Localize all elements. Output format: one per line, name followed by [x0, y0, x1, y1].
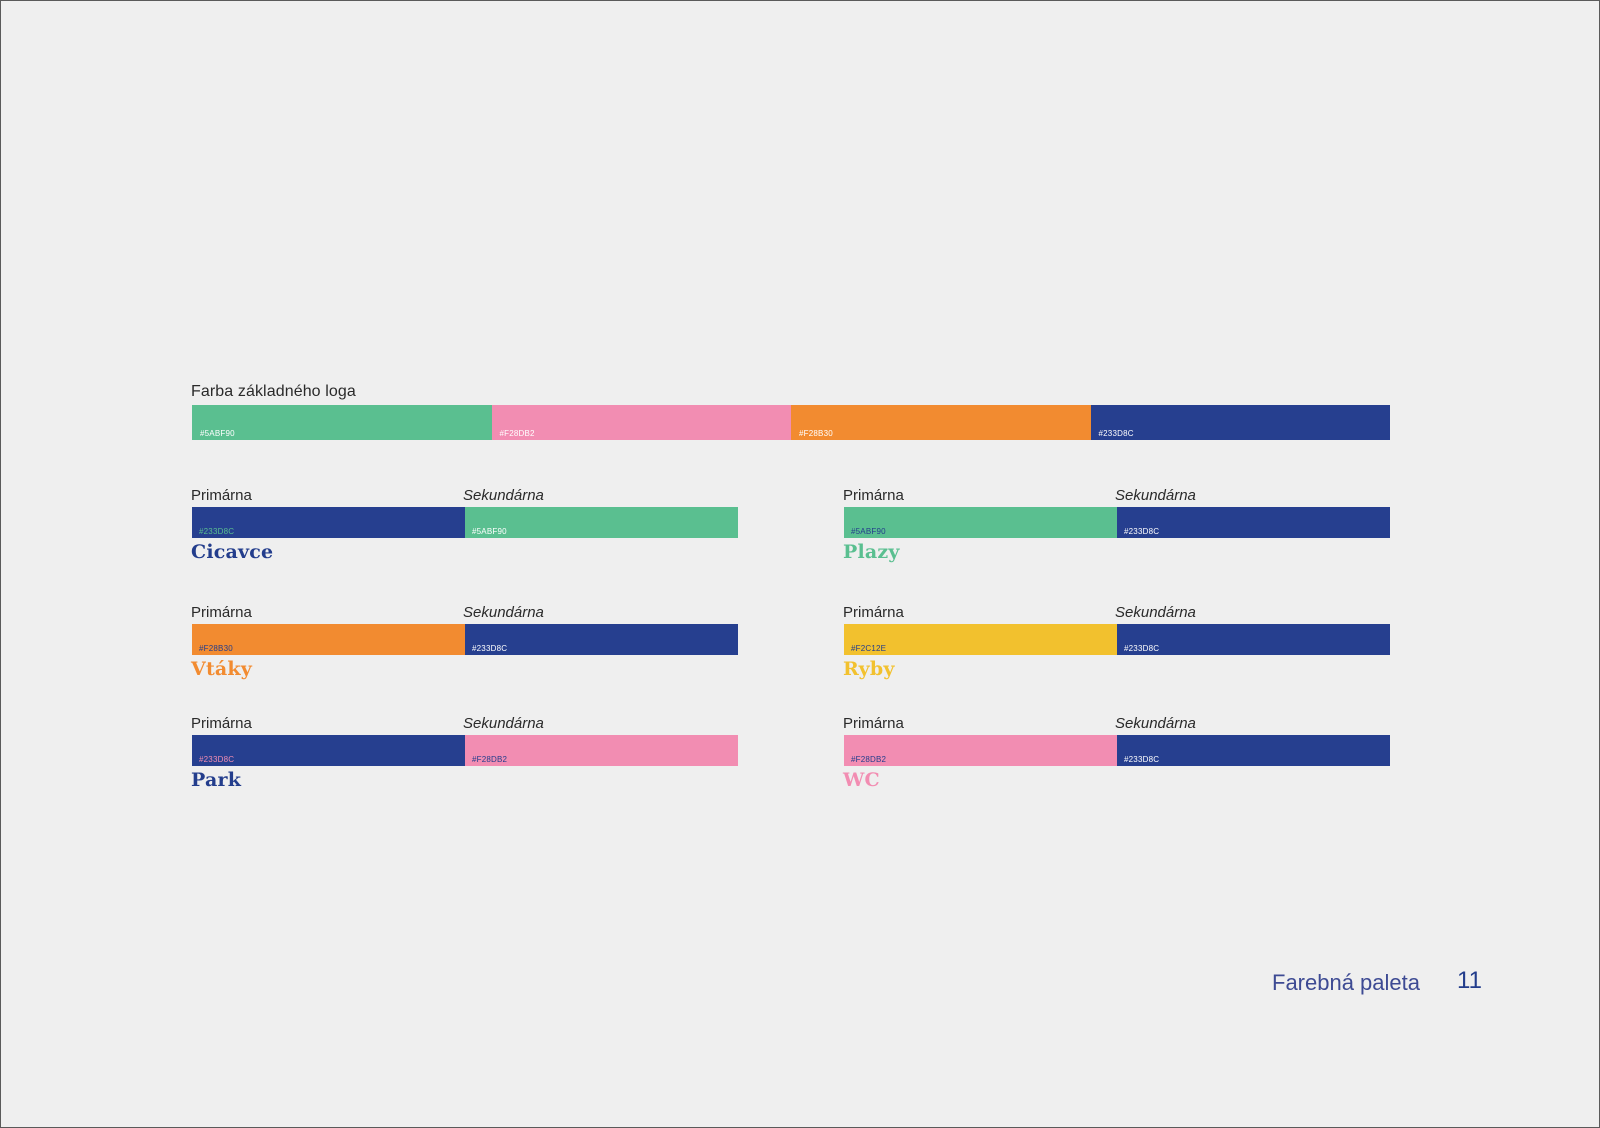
category-name: WC: [843, 769, 880, 791]
swatch-code: #233D8C: [1098, 429, 1134, 438]
primary-label: Primárna: [843, 487, 904, 504]
primary-swatch: #F28B30: [192, 624, 465, 655]
swatch-code: #233D8C: [1124, 527, 1160, 536]
primary-swatch: #233D8C: [192, 735, 465, 766]
secondary-swatch: #233D8C: [465, 624, 738, 655]
primary-label: Primárna: [191, 604, 252, 621]
swatch-code: #5ABF90: [200, 429, 235, 438]
primary-label: Primárna: [843, 604, 904, 621]
page-number: 11: [1457, 967, 1482, 994]
category-name: Plazy: [843, 541, 900, 563]
category-name: Vtáky: [191, 658, 253, 680]
swatch-code: #5ABF90: [472, 527, 507, 536]
primary-label: Primárna: [191, 715, 252, 732]
primary-swatch: #F28DB2: [844, 735, 1117, 766]
secondary-label: Sekundárna: [1115, 487, 1196, 504]
secondary-swatch: #233D8C: [1117, 507, 1390, 538]
secondary-swatch: #233D8C: [1117, 735, 1390, 766]
footer-title: Farebná paleta: [1272, 970, 1420, 995]
category-color-bar: #233D8C #F28DB2: [192, 735, 738, 766]
secondary-swatch: #5ABF90: [465, 507, 738, 538]
swatch-code: #233D8C: [1124, 755, 1160, 764]
secondary-label: Sekundárna: [1115, 604, 1196, 621]
primary-label: Primárna: [191, 487, 252, 504]
logo-swatch-navy: #233D8C: [1090, 405, 1390, 440]
logo-swatch-green: #5ABF90: [192, 405, 492, 440]
secondary-label: Sekundárna: [463, 487, 544, 504]
secondary-swatch: #F28DB2: [465, 735, 738, 766]
swatch-code: #233D8C: [199, 527, 235, 536]
swatch-code: #F28DB2: [472, 755, 508, 764]
category-color-bar: #F2C12E #233D8C: [844, 624, 1390, 655]
swatch-code: #F28DB2: [499, 429, 535, 438]
secondary-label: Sekundárna: [463, 715, 544, 732]
category-color-bar: #F28B30 #233D8C: [192, 624, 738, 655]
swatch-code: #F28B30: [799, 429, 833, 438]
logo-color-bar: #5ABF90 #F28DB2 #F28B30 #233D8C: [192, 405, 1390, 440]
swatch-code: #233D8C: [199, 755, 235, 764]
primary-swatch: #5ABF90: [844, 507, 1117, 538]
primary-swatch: #233D8C: [192, 507, 465, 538]
logo-color-label: Farba základného loga: [191, 383, 356, 400]
swatch-code: #233D8C: [472, 644, 508, 653]
secondary-swatch: #233D8C: [1117, 624, 1390, 655]
primary-label: Primárna: [843, 715, 904, 732]
category-name: Cicavce: [191, 541, 274, 563]
category-name: Ryby: [843, 658, 895, 680]
swatch-code: #F2C12E: [851, 644, 887, 653]
swatch-code: #233D8C: [1124, 644, 1160, 653]
primary-swatch: #F2C12E: [844, 624, 1117, 655]
secondary-label: Sekundárna: [1115, 715, 1196, 732]
logo-swatch-orange: #F28B30: [791, 405, 1091, 440]
swatch-code: #5ABF90: [851, 527, 886, 536]
category-color-bar: #F28DB2 #233D8C: [844, 735, 1390, 766]
swatch-code: #F28B30: [199, 644, 233, 653]
category-color-bar: #5ABF90 #233D8C: [844, 507, 1390, 538]
category-color-bar: #233D8C #5ABF90: [192, 507, 738, 538]
swatch-code: #F28DB2: [851, 755, 887, 764]
logo-swatch-pink: #F28DB2: [491, 405, 791, 440]
secondary-label: Sekundárna: [463, 604, 544, 621]
category-name: Park: [191, 769, 242, 791]
